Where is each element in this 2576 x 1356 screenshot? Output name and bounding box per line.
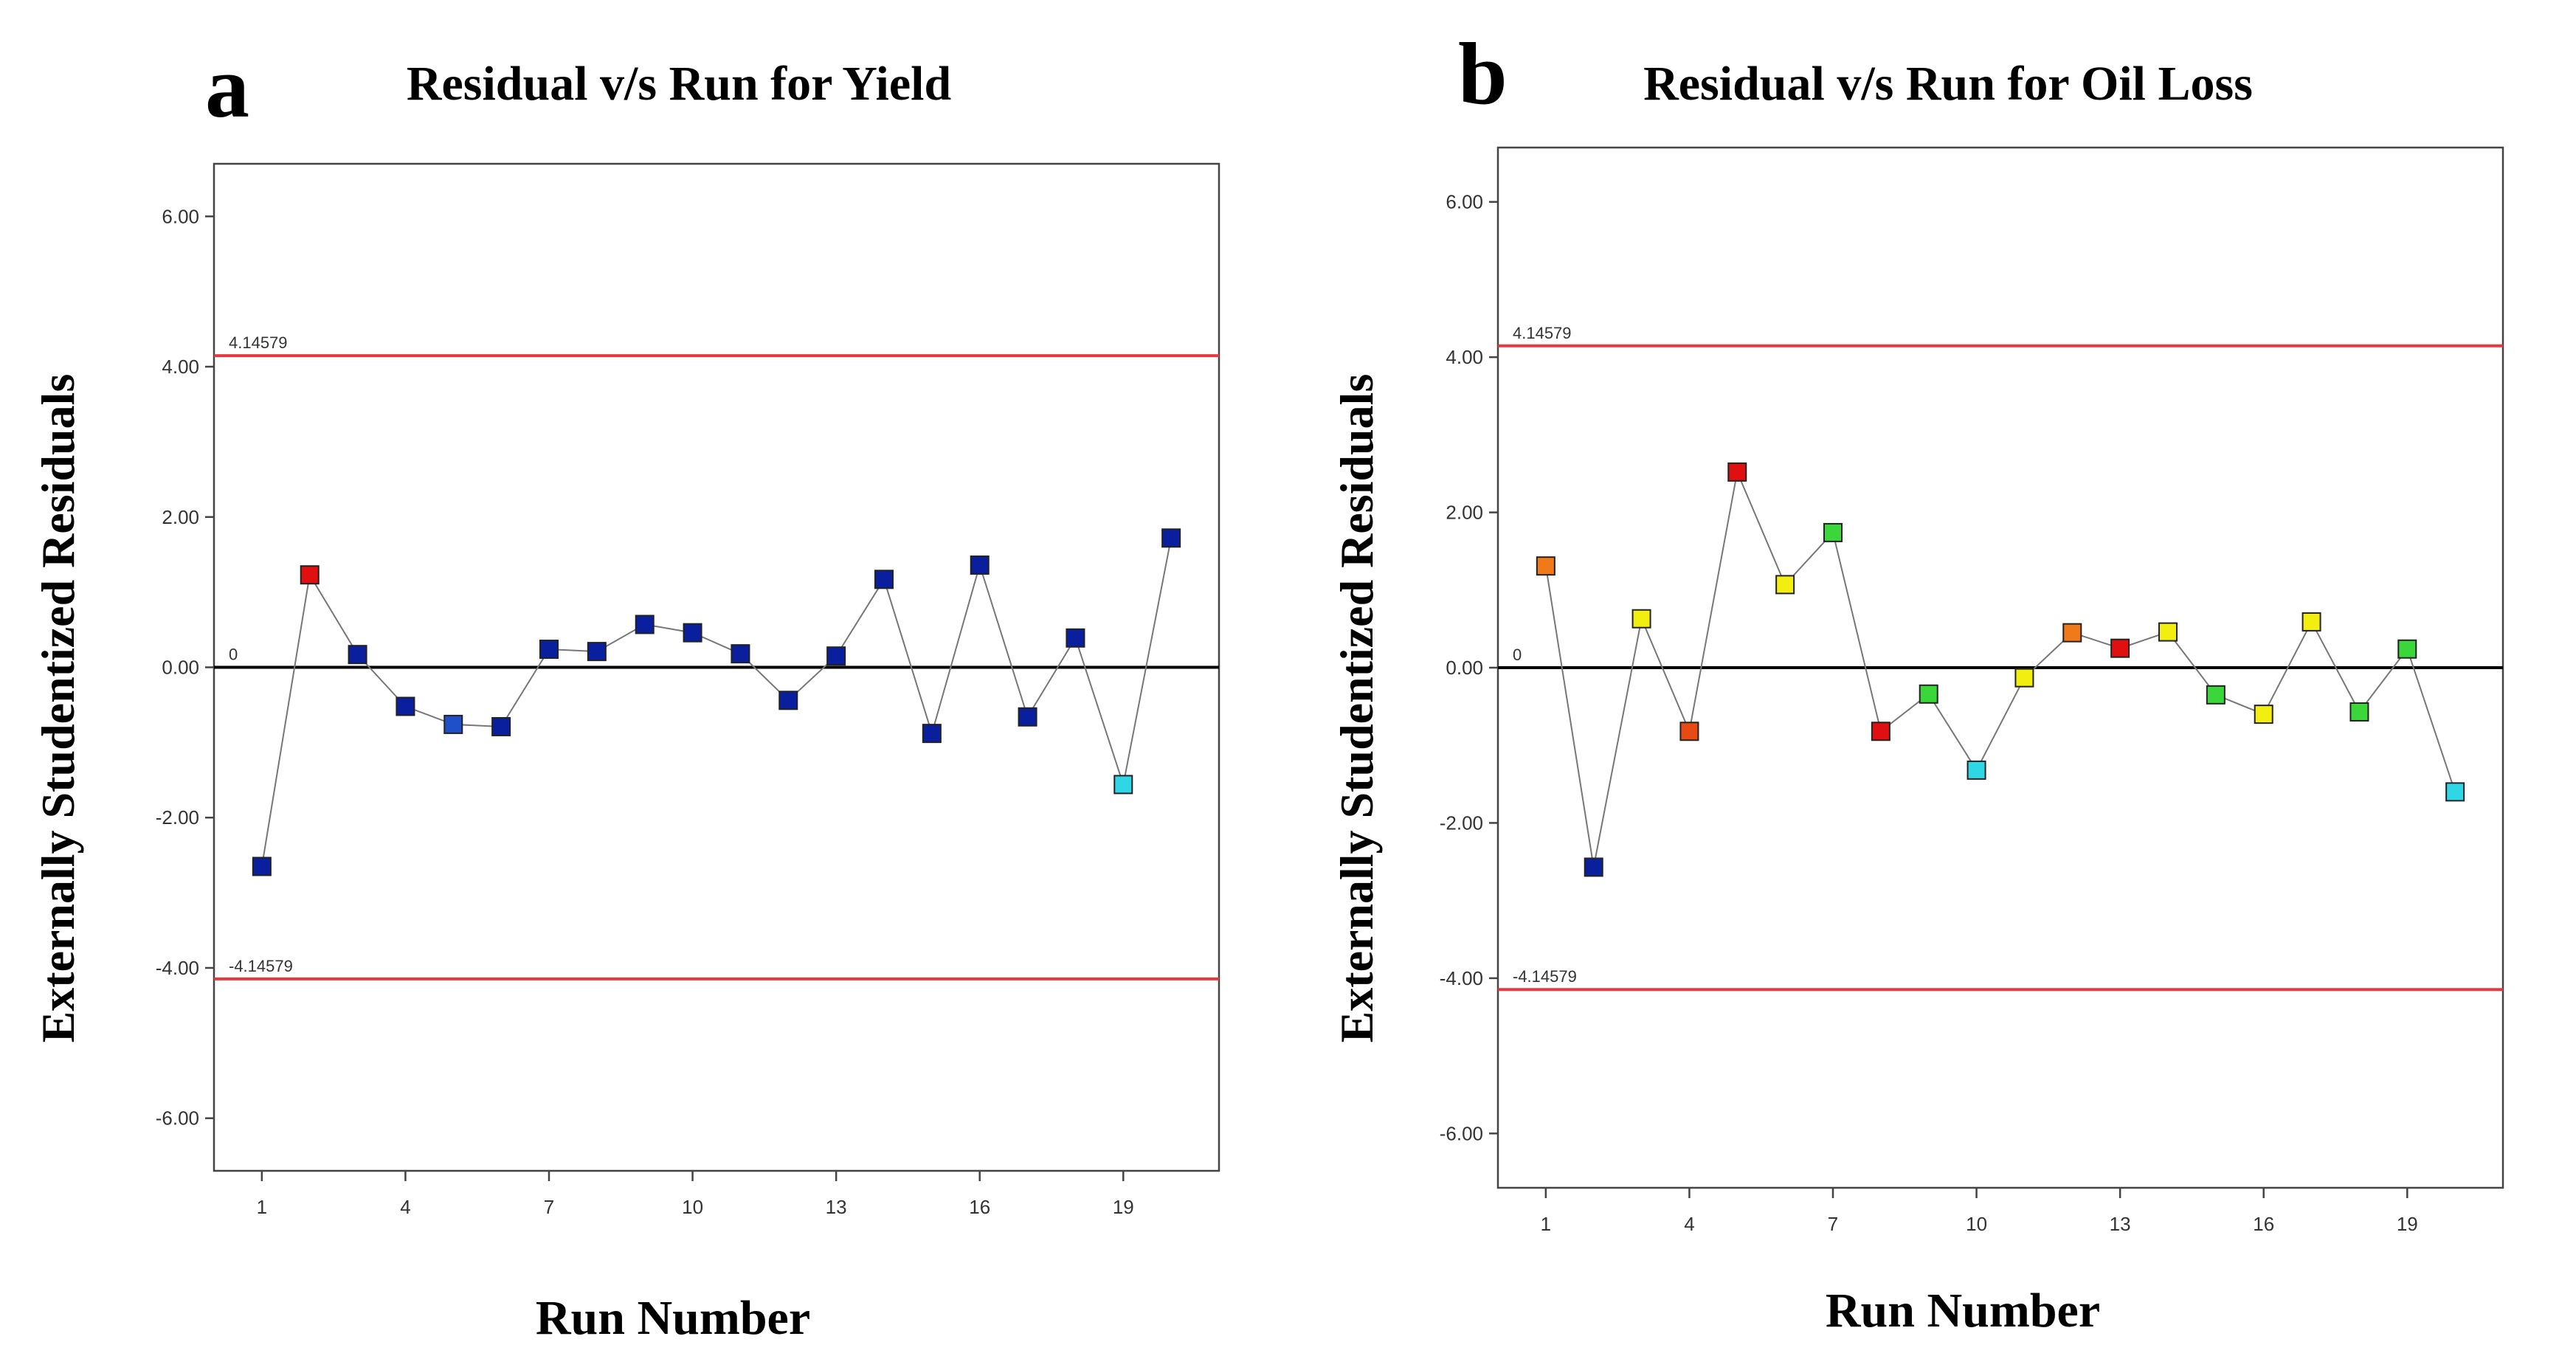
zero-label-b: 0 [1513,646,1522,664]
x-tick-label-b: 7 [1828,1213,1838,1235]
y-tick-label-b: -6.00 [1440,1122,1483,1144]
x-tick-label-a: 1 [257,1196,267,1218]
y-tick-label-a: 2.00 [162,506,199,528]
panel-letter-b: b [1458,24,1508,122]
upper-limit-label-b: 4.14579 [1513,324,1572,342]
data-point-a [1113,775,1133,795]
data-point-b [1775,575,1795,595]
data-point-b [2206,685,2225,705]
y-tick-label-a: 0.00 [162,657,199,679]
data-point-b [1919,684,1938,704]
y-axis-label-a: Externally Studentized Residuals [32,374,84,1043]
data-point-a [1018,707,1037,727]
data-point-a [826,646,846,666]
x-tick-label-b: 13 [2110,1213,2131,1235]
data-point-b [2302,612,2321,632]
axes-b: -6.00 -4.00 -2.00 0.00 2.00 4.00 6.00 1 4 7 10 13 16… [1440,191,2503,1235]
data-point-a [587,642,607,662]
data-point-a [539,640,559,660]
y-tick-label-a: 4.00 [162,356,199,378]
x-tick-label-a: 16 [969,1196,990,1218]
data-point-a [922,724,942,744]
data-point-b [1727,462,1747,482]
data-point-b [2397,639,2417,659]
data-point-a [1066,628,1085,648]
x-tick-label-b: 19 [2397,1213,2418,1235]
chart-panel-a: a Residual v/s Run for Yield Externally … [32,38,1220,1345]
data-point-b [1631,609,1651,629]
x-tick-label-a: 13 [826,1196,847,1218]
y-tick-label-a: 6.00 [162,205,199,227]
data-point-b [2445,782,2465,802]
upper-limit-label-a: 4.14579 [229,333,288,352]
data-point-b [1871,722,1890,741]
x-tick-label-a: 7 [544,1196,554,1218]
y-axis-label-b: Externally Studentized Residuals [1330,374,1383,1043]
data-point-a [443,714,463,734]
data-point-a [635,615,655,634]
chart-panel-b: b Residual v/s Run for Oil Loss External… [1330,24,2504,1338]
data-point-b [1823,522,1843,542]
chart-title-b: Residual v/s Run for Oil Loss [1643,57,2253,111]
data-point-a [683,623,702,643]
y-tick-label-b: 6.00 [1446,191,1483,213]
y-tick-label-b: -2.00 [1440,812,1483,834]
x-tick-label-a: 10 [682,1196,703,1218]
data-point-a [778,691,798,710]
data-point-a [874,570,894,589]
data-point-b [1966,760,1986,780]
data-point-a [348,645,367,665]
x-axis-label-b: Run Number [1826,1284,2100,1338]
x-tick-label-b: 4 [1684,1213,1694,1235]
axes-a: -6.00 -4.00 -2.00 0.00 2.00 4.00 6.00 1 4 7 10 13 16… [156,205,1219,1218]
data-point-b [1679,722,1699,741]
x-tick-label-b: 16 [2253,1213,2274,1235]
panel-letter-a: a [205,38,249,136]
data-point-a [731,644,750,664]
data-point-b [2062,623,2082,643]
data-point-b [1584,857,1603,877]
data-point-b [1536,556,1555,576]
data-point-a [1161,528,1181,548]
residual-series-line-b [1544,469,2456,868]
lower-limit-label-b: -4.14579 [1513,967,1577,986]
y-tick-label-b: 4.00 [1446,346,1483,368]
x-axis-label-a: Run Number [536,1291,810,1345]
zero-label-a: 0 [229,646,238,664]
data-point-a [300,565,320,585]
lower-limit-label-a: -4.14579 [229,957,293,975]
x-tick-label-b: 1 [1541,1213,1551,1235]
chart-title-a: Residual v/s Run for Yield [407,57,951,111]
y-tick-label-b: -4.00 [1440,967,1483,989]
data-point-a [396,696,415,716]
data-point-a [252,857,272,876]
y-tick-label-a: -6.00 [156,1107,199,1130]
y-tick-label-a: -4.00 [156,957,199,979]
data-point-b [2110,638,2130,658]
data-point-b [2349,702,2369,722]
data-point-a [491,716,511,736]
y-tick-label-b: 0.00 [1446,657,1483,679]
x-tick-label-a: 19 [1113,1196,1134,1218]
x-tick-label-b: 10 [1966,1213,1987,1235]
x-tick-label-a: 4 [400,1196,410,1218]
data-point-b [2158,622,2178,642]
y-tick-label-a: -2.00 [156,806,199,829]
data-point-b [2014,668,2034,688]
data-point-a [970,555,990,575]
data-point-b [2254,705,2273,724]
y-tick-label-b: 2.00 [1446,502,1483,524]
